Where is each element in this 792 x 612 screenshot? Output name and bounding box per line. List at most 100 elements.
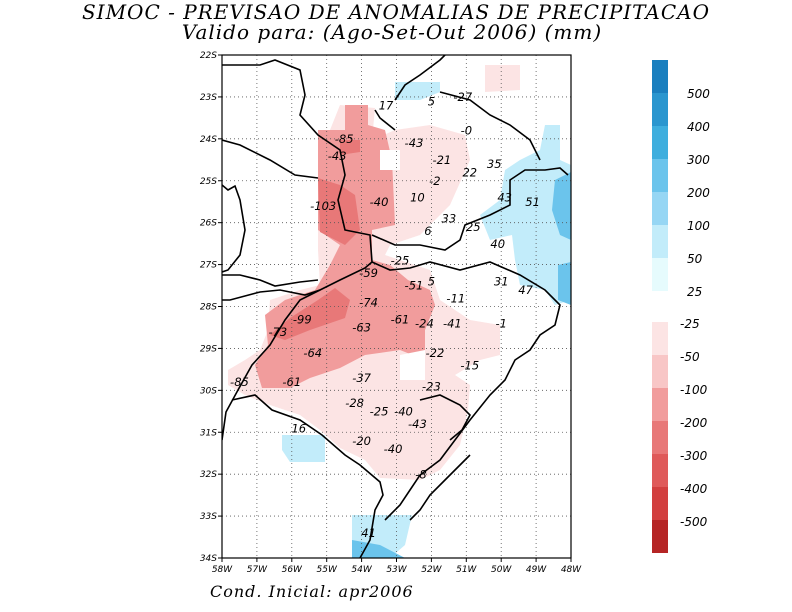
anomaly-value-label: -15 — [460, 358, 479, 372]
lat-tick-label: 27S — [200, 261, 217, 271]
lon-tick-label: 56W — [282, 565, 303, 575]
anomaly-value-label: -63 — [352, 321, 371, 335]
anomaly-value-label: 43 — [497, 191, 512, 205]
anomaly-value-label: -74 — [359, 296, 378, 310]
lon-tick-label: 58W — [212, 565, 233, 575]
anomaly-value-label: -99 — [293, 312, 312, 326]
map-title: SIMOC - PREVISAO DE ANOMALIAS DE PRECIPI… — [81, 0, 711, 24]
political-borders — [222, 55, 569, 558]
anomaly-value-label: -40 — [384, 442, 403, 456]
legend-label-positive: 25 — [687, 285, 702, 299]
anomaly-value-label: 16 — [291, 421, 306, 435]
legend-label-negative: -500 — [680, 515, 708, 529]
legend-swatch-negative — [652, 355, 668, 388]
lon-tick-label: 50W — [491, 565, 512, 575]
anomaly-value-label: -28 — [345, 396, 364, 410]
lon-tick-label: 55W — [317, 565, 338, 575]
anomaly-value-label: -43 — [328, 149, 347, 163]
legend-swatch-positive — [652, 93, 668, 126]
border-line — [222, 184, 246, 273]
anomaly-value-label: -43 — [405, 136, 424, 150]
border-line — [222, 59, 373, 301]
anomaly-value-label: 31 — [494, 275, 509, 289]
shade-negative-strong — [270, 288, 350, 340]
anomaly-value-label: -40 — [370, 195, 389, 209]
border-line — [394, 55, 446, 101]
shade-negative-light — [485, 65, 520, 92]
legend-label-negative: -100 — [680, 383, 708, 397]
lat-tick-label: 29S — [200, 344, 217, 354]
lon-tick-label: 57W — [247, 565, 268, 575]
lon-tick-label: 54W — [351, 565, 372, 575]
legend-label-negative: -50 — [680, 350, 700, 364]
lat-tick-label: 28S — [200, 303, 217, 313]
anomaly-value-label: -61 — [282, 375, 301, 389]
anomaly-value-label: 40 — [490, 237, 505, 251]
anomaly-value-label: -25 — [370, 404, 389, 418]
anomaly-value-label: 5 — [428, 94, 435, 108]
lon-tick-label: 52W — [421, 565, 442, 575]
anomaly-value-label: -59 — [359, 266, 378, 280]
anomaly-value-label: -22 — [425, 346, 444, 360]
legend-label-negative: -400 — [680, 482, 708, 496]
anomaly-value-label: 33 — [442, 212, 457, 226]
anomaly-value-label: -37 — [352, 371, 371, 385]
shade-neutral — [400, 350, 425, 380]
lat-tick-label: 22S — [200, 51, 217, 61]
anomaly-value-label: 6 — [424, 224, 431, 238]
lat-tick-label: 33S — [200, 512, 217, 522]
anomaly-value-label: -1 — [495, 316, 506, 330]
border-line — [371, 261, 561, 521]
lon-tick-label: 51W — [456, 565, 477, 575]
lat-tick-label: 30S — [200, 386, 217, 396]
legend-swatch-negative — [652, 421, 668, 454]
anomaly-value-label: -23 — [422, 379, 441, 393]
anomaly-value-label: 47 — [518, 283, 533, 297]
legend-label-positive: 500 — [687, 87, 710, 101]
anomaly-value-label: -85 — [335, 132, 354, 146]
border-line — [419, 394, 471, 441]
legend-label-negative: -25 — [680, 317, 700, 331]
legend-swatch-negative — [652, 454, 668, 487]
anomaly-value-label: -103 — [310, 199, 336, 213]
legend-label-positive: 200 — [687, 186, 710, 200]
anomaly-value-label: -64 — [303, 346, 322, 360]
lat-tick-label: 23S — [200, 93, 217, 103]
anomaly-value-label: 22 — [462, 166, 477, 180]
legend-label-negative: -300 — [680, 449, 708, 463]
shade-positive-medium — [558, 262, 571, 305]
anomaly-value-label: -2 — [429, 174, 440, 188]
anomaly-value-label: -24 — [415, 316, 434, 330]
shade-neutral — [380, 150, 400, 170]
legend-swatch-positive — [652, 126, 668, 159]
legend-swatch-positive — [652, 258, 668, 291]
shade-positive-light — [395, 82, 440, 100]
anomaly-value-label: 35 — [487, 157, 502, 171]
lat-tick-label: 25S — [200, 177, 217, 187]
anomaly-value-label: -43 — [408, 417, 427, 431]
shade-negative-strong — [318, 178, 360, 245]
lat-tick-label: 26S — [200, 219, 217, 229]
anomaly-value-label: 41 — [361, 526, 376, 540]
longitude-axis: 58W 57W 56W 55W 54W 53W 52W 51W 50W 49W 48W — [212, 558, 582, 575]
color-legend: 500 400 300 200 100 50 25 -25 -50 -100 -200 -300 -40… — [652, 60, 710, 553]
legend-swatch-positive — [652, 225, 668, 258]
anomaly-value-label: -61 — [391, 312, 410, 326]
legend-label-negative: -200 — [680, 416, 708, 430]
legend-swatch-positive — [652, 192, 668, 225]
anomaly-value-label: -25 — [391, 254, 410, 268]
legend-label-positive: 50 — [687, 252, 703, 266]
lat-tick-label: 31S — [200, 428, 217, 438]
anomaly-value-label: 25 — [466, 220, 481, 234]
anomaly-value-label: -0 — [461, 124, 472, 138]
border-line — [222, 274, 319, 287]
map-subtitle: Valido para: (Ago-Set-Out 2006) (mm) — [181, 20, 603, 44]
anomaly-value-label: -85 — [230, 375, 249, 389]
shade-negative-strong — [340, 140, 360, 155]
legend-swatch-negative — [652, 520, 668, 553]
legend-swatch-positive — [652, 60, 668, 93]
anomaly-value-label: -41 — [443, 316, 462, 330]
lon-tick-label: 48W — [561, 565, 582, 575]
